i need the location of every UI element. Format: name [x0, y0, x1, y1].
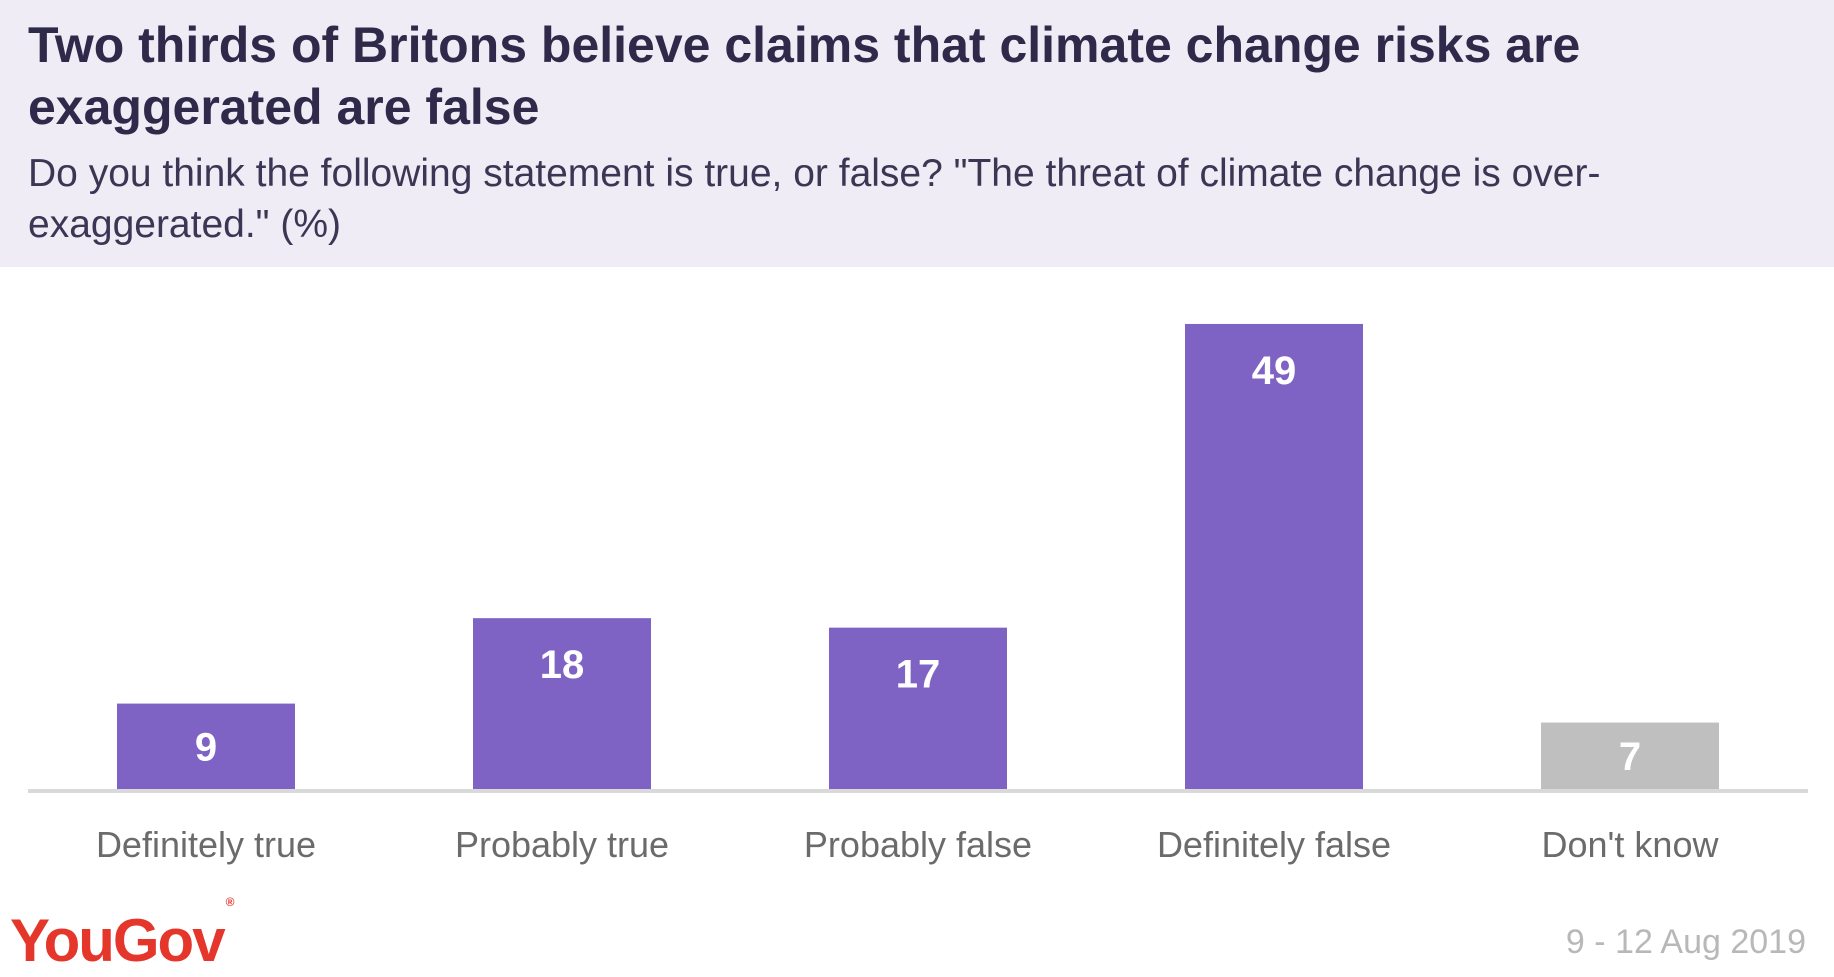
category-label-2: Probably false [804, 824, 1032, 865]
data-label-3: 49 [1252, 349, 1297, 393]
registered-mark: ® [225, 895, 235, 909]
category-label-0: Definitely true [96, 824, 316, 865]
data-label-0: 9 [195, 725, 217, 769]
bar-1 [473, 618, 651, 789]
category-label-3: Definitely false [1157, 824, 1391, 865]
survey-date: 9 - 12 Aug 2019 [1565, 923, 1806, 961]
bar-3 [1185, 323, 1363, 789]
data-label-4: 7 [1619, 735, 1641, 779]
chart-header: Two thirds of Britons believe claims tha… [0, 0, 1834, 267]
bar-0 [117, 703, 295, 789]
logo-text: YouGov [10, 907, 226, 974]
yougov-logo: YouGov® [10, 895, 234, 974]
bar-4 [1541, 722, 1719, 789]
data-label-2: 17 [896, 653, 941, 697]
category-label-1: Probably true [455, 824, 669, 865]
bar-chart: 9 Definitely true 18 Probably true 17 Probabl… [28, 323, 1808, 865]
category-label-4: Don't know [1542, 824, 1720, 865]
chart-title: Two thirds of Britons believe claims tha… [28, 17, 1581, 135]
bar-2 [829, 627, 1007, 789]
chart-subtitle: Do you think the following statement is … [28, 152, 1601, 246]
data-label-1: 18 [540, 643, 585, 687]
